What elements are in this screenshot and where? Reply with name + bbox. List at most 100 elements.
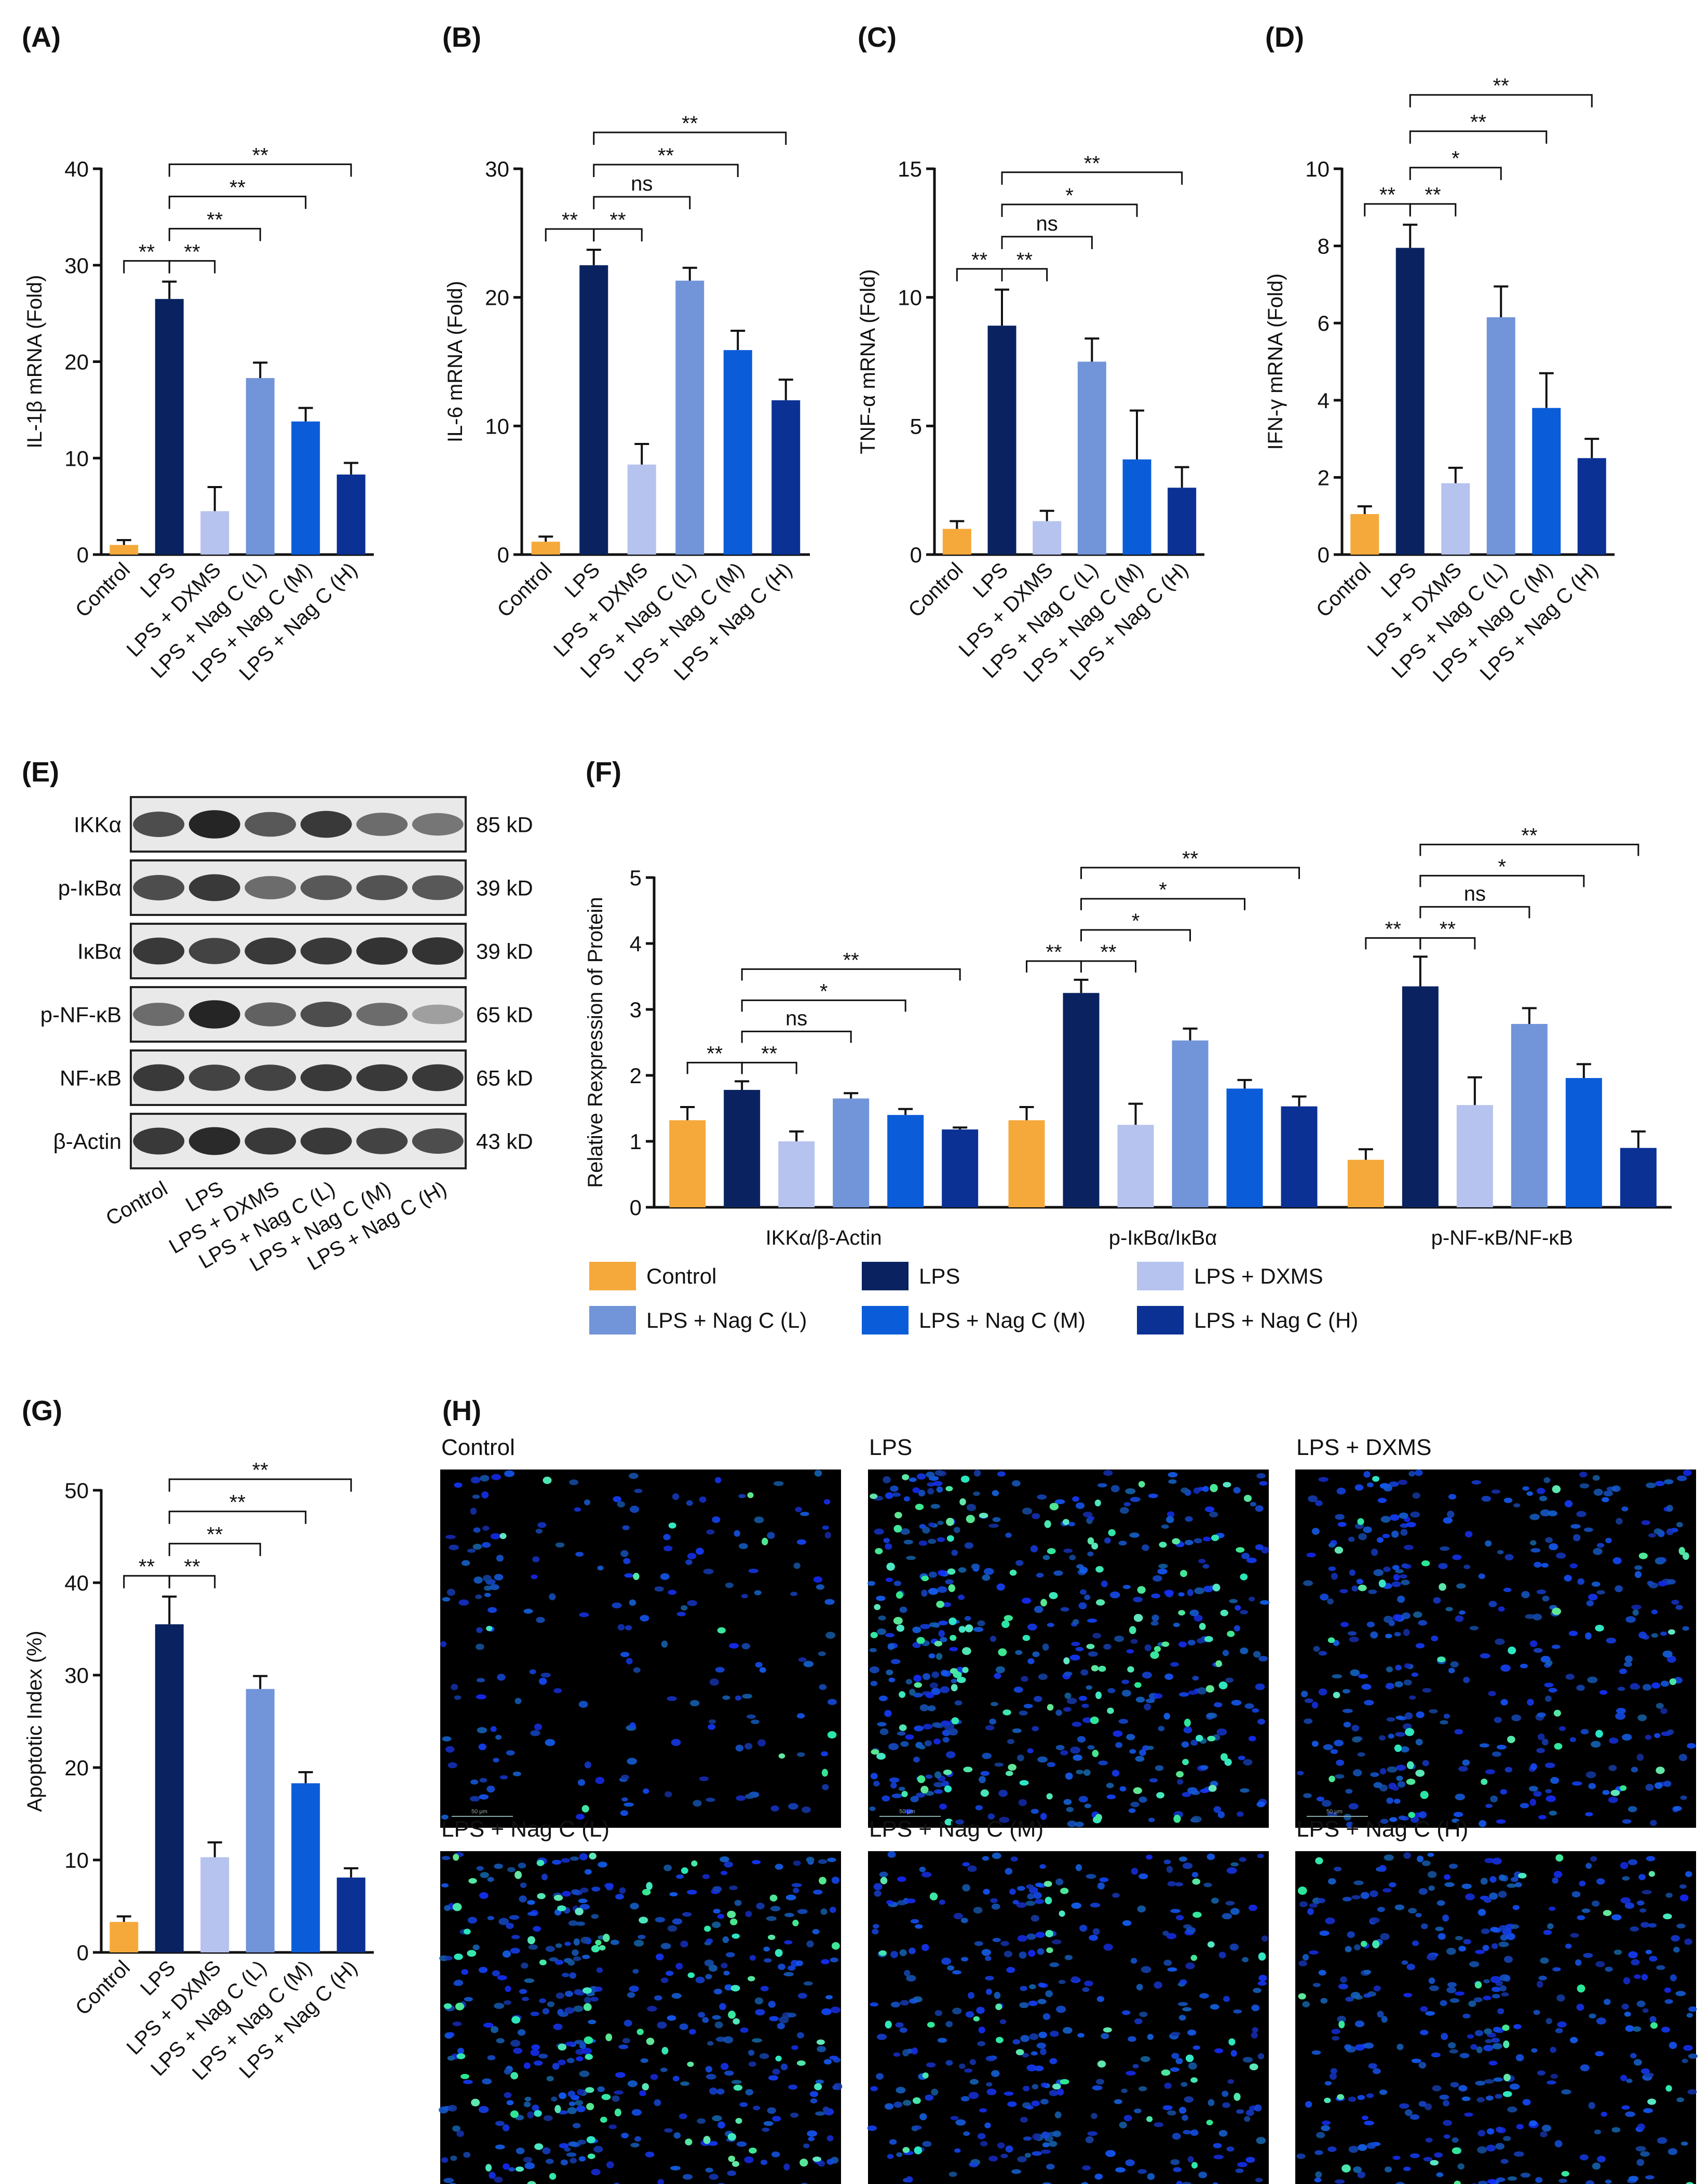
nucleus-blue (666, 1971, 674, 1976)
nucleus-blue (1026, 1884, 1034, 1889)
nucleus-blue (919, 1524, 926, 1529)
nucleus-blue (1661, 1731, 1672, 1736)
nucleus-blue (913, 1675, 922, 1682)
nucleus-blue (915, 1924, 923, 1929)
nucleus-blue (724, 2070, 734, 2076)
nucleus-blue (624, 1573, 634, 1578)
nucleus-blue (1492, 1993, 1500, 1999)
nucleus-blue (537, 1522, 547, 1528)
apoptotic-cell-green (687, 1972, 695, 1978)
nucleus-blue (1644, 2072, 1654, 2078)
nucleus-blue (1648, 1923, 1657, 1928)
nucleus-blue (443, 2178, 454, 2183)
nucleus-blue (1569, 1737, 1576, 1743)
nucleus-blue (503, 2163, 510, 2170)
nucleus-blue (625, 1625, 632, 1630)
nucleus-blue (1324, 2081, 1332, 2086)
legend-entry: LPS + DXMS (1194, 1264, 1323, 1288)
nucleus-blue (1248, 1904, 1257, 1911)
nucleus-blue (681, 1605, 688, 1611)
micrograph-background (1295, 1851, 1696, 2184)
nucleus-blue (1158, 1725, 1165, 1731)
nucleus-blue (1579, 1483, 1590, 1489)
nucleus-blue (1527, 1698, 1534, 1706)
nucleus-blue (1434, 2152, 1443, 2158)
nucleus-blue (1137, 2169, 1147, 2174)
nucleus-blue (1025, 2105, 1034, 2110)
apoptotic-cell-green (998, 1648, 1007, 1656)
nucleus-blue (1040, 2098, 1049, 2105)
blot-row: p-IκBα 39 kD (58, 859, 533, 916)
nucleus-blue (1436, 1900, 1445, 1906)
apoptotic-cell-green (1156, 1792, 1164, 1799)
apoptotic-cell-green (1091, 1665, 1099, 1671)
nucleus-blue (490, 1533, 501, 1540)
nucleus-blue (790, 2112, 799, 2118)
nucleus-blue (736, 1795, 746, 1801)
bar (1456, 1105, 1493, 1207)
nucleus-blue (899, 2027, 907, 2033)
nucleus-blue (1520, 1803, 1529, 1809)
nucleus-blue (1063, 1707, 1072, 1712)
nucleus-blue (618, 2044, 629, 2050)
nucleus-blue (801, 2182, 808, 2184)
nucleus-blue (768, 2001, 776, 2008)
apoptotic-cell-green (796, 2060, 806, 2066)
nucleus-blue (702, 2017, 709, 2023)
nucleus-blue (1236, 2109, 1244, 2114)
nucleus-blue (1421, 1860, 1431, 1866)
bar (778, 1141, 815, 1207)
nucleus-blue (499, 1775, 508, 1779)
apoptotic-cell-green (1095, 1814, 1102, 1821)
apoptotic-cell-green (733, 2018, 740, 2025)
nucleus-blue (1478, 1573, 1485, 1579)
nucleus-blue (814, 1470, 822, 1477)
nucleus-blue (1420, 2030, 1429, 2035)
nucleus-blue (1207, 1853, 1215, 1861)
nucleus-blue (968, 1992, 975, 1999)
nucleus-blue (1441, 2032, 1448, 2040)
nucleus-blue (1636, 2159, 1645, 2166)
nucleus-blue (990, 1898, 998, 1904)
legend-swatch (1137, 1306, 1184, 1334)
nucleus-blue (657, 2021, 667, 2029)
nucleus-blue (791, 2045, 798, 2050)
nucleus-blue (672, 1918, 683, 1925)
nucleus-blue (696, 1547, 704, 1555)
nucleus-blue (1585, 1812, 1593, 1816)
apoptotic-cell-green (1406, 1761, 1414, 1770)
nucleus-blue (1122, 2010, 1131, 2015)
apoptotic-cell-green (1334, 1546, 1344, 1554)
y-tick-label: 0 (77, 543, 89, 567)
nucleus-blue (1142, 1671, 1152, 1679)
nucleus-blue (494, 2176, 503, 2183)
apoptotic-cell-green (1603, 1910, 1612, 1917)
nucleus-blue (895, 2022, 904, 2028)
nucleus-blue (1660, 1680, 1670, 1687)
nucleus-blue (1314, 2150, 1323, 2155)
nucleus-blue (1587, 1676, 1598, 1683)
nucleus-blue (1443, 1714, 1450, 1719)
nucleus-blue (1486, 2145, 1496, 2152)
nucleus-blue (962, 1884, 970, 1892)
nucleus-blue (1553, 1870, 1563, 1878)
nucleus-blue (768, 2075, 779, 2081)
nucleus-blue (931, 2088, 939, 2096)
blot-band (245, 876, 296, 899)
nucleus-blue (1138, 1873, 1148, 1879)
apoptotic-cell-green (1650, 2022, 1658, 2029)
apoptotic-cell-green (1060, 2079, 1069, 2085)
nucleus-blue (973, 1627, 984, 1632)
apoptotic-cell-green (819, 1877, 826, 1885)
nucleus-blue (688, 2029, 696, 2035)
y-tick-label: 30 (64, 1663, 89, 1688)
nucleus-blue (1549, 1543, 1558, 1551)
nucleus-blue (1120, 1507, 1129, 1514)
nucleus-blue (1619, 1668, 1627, 1675)
significance-label: ns (785, 1007, 807, 1030)
apoptotic-cell-green (1555, 1854, 1564, 1862)
nucleus-blue (1570, 1933, 1579, 1938)
nucleus-blue (1558, 1726, 1566, 1731)
nucleus-blue (1066, 1806, 1074, 1812)
nucleus-blue (1622, 1734, 1632, 1741)
